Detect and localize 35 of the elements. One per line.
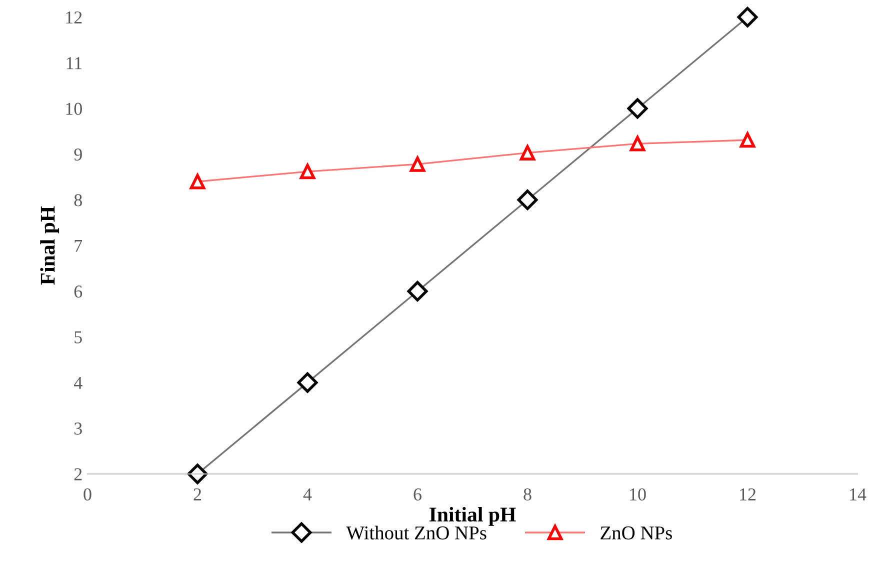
point (627, 98, 648, 119)
y-tick-label: 11 (66, 57, 82, 70)
y-tick-label: 6 (74, 286, 82, 298)
y-tick-label: 7 (74, 240, 82, 252)
x-tick-label: 8 (524, 488, 532, 501)
point (300, 164, 316, 180)
point (190, 174, 206, 190)
point (517, 190, 538, 210)
point (407, 280, 428, 302)
x-tick-label: 10 (630, 488, 646, 501)
point (737, 6, 758, 28)
legend-label: Without ZnO NPs (346, 526, 486, 540)
x-tick-label: 0 (84, 488, 92, 501)
y-tick-label: 8 (74, 194, 82, 206)
point (740, 132, 756, 148)
y-tick-label: 2 (74, 468, 82, 480)
y-tick-label: 9 (74, 148, 82, 161)
point (410, 156, 426, 172)
y-tick-label: 3 (74, 422, 82, 435)
y-tick-label: 5 (74, 331, 82, 344)
x-tick-label: 12 (740, 488, 756, 500)
x-tick-label: 14 (850, 488, 866, 500)
y-tick-label: 10 (66, 102, 82, 115)
x-axis-title: Initial pH (430, 506, 516, 526)
y-tick-label: 4 (74, 376, 82, 389)
x-tick-label: 6 (414, 488, 422, 501)
legend-label: ZnO NPs (600, 526, 672, 540)
x-tick-label: 4 (303, 488, 312, 500)
point (520, 145, 536, 160)
point (297, 372, 318, 393)
point (630, 136, 646, 152)
x-tick-label: 2 (194, 488, 202, 500)
point (187, 464, 208, 484)
y-tick-label: 12 (66, 11, 82, 24)
y-axis-title: Final pH (40, 206, 60, 285)
